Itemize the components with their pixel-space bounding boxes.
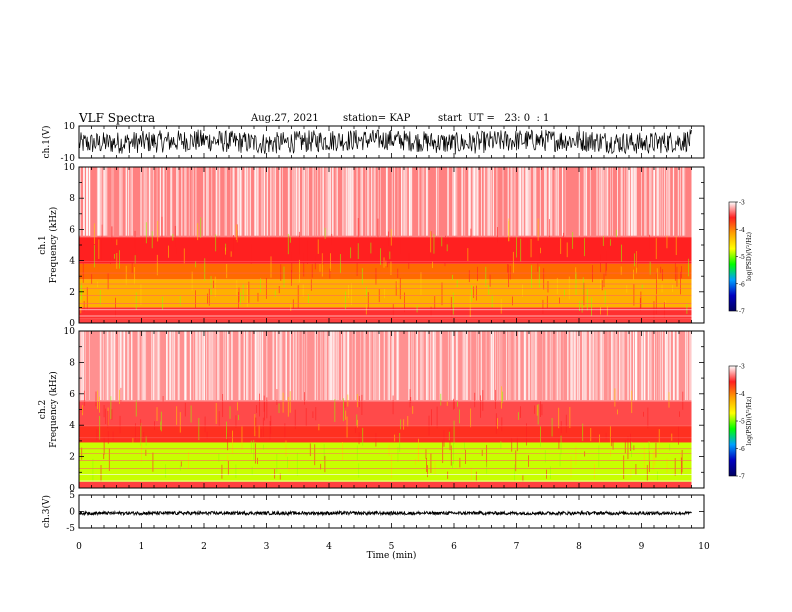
freq-band-5 bbox=[79, 167, 692, 238]
y-tick-label: -5 bbox=[66, 524, 75, 534]
colorbar-label: log(PSD)(V²/Hz) bbox=[746, 397, 753, 446]
colorbar-tick-label: -5 bbox=[739, 419, 745, 426]
y-tick-label: 0 bbox=[69, 508, 75, 518]
freq-band-1 bbox=[79, 442, 692, 482]
colorbar-tick-label: -6 bbox=[739, 281, 745, 288]
y-tick-label: 6 bbox=[69, 390, 75, 400]
colorbar-tick-label: -5 bbox=[739, 254, 745, 261]
y-tick-label: 10 bbox=[64, 163, 76, 173]
waveform-ch1-waveform bbox=[78, 129, 692, 155]
colorbar-tick-label: -3 bbox=[739, 364, 745, 371]
y-tick-label: 10 bbox=[64, 327, 76, 337]
colorbar-tick-label: -6 bbox=[739, 446, 745, 453]
x-axis-label: Time (min) bbox=[367, 550, 417, 561]
x-tick-label: 5 bbox=[389, 542, 395, 552]
x-tick-label: 8 bbox=[576, 542, 582, 552]
colorbar-label: log(PSD)(V²/Hz) bbox=[746, 232, 753, 281]
x-tick-label: 6 bbox=[451, 542, 457, 552]
freq-band-1 bbox=[79, 307, 692, 319]
waveform-ch3-waveform bbox=[78, 509, 692, 517]
y-tick-label: -10 bbox=[61, 154, 76, 164]
colorbar-tick-label: -7 bbox=[739, 474, 745, 481]
start-time-label: start UT = 23: 0 : 1 bbox=[438, 113, 550, 124]
y-axis-label-channel: ch.2 bbox=[38, 400, 48, 419]
freq-band-0 bbox=[79, 481, 692, 488]
x-tick-label: 4 bbox=[326, 542, 332, 552]
y-tick-label: 2 bbox=[69, 288, 75, 298]
y-tick-label: 4 bbox=[69, 421, 75, 431]
figure-title: VLF Spectra bbox=[79, 111, 156, 125]
x-tick-label: 0 bbox=[76, 542, 82, 552]
freq-band-4 bbox=[79, 237, 692, 264]
x-tick-label: 2 bbox=[201, 542, 207, 552]
colorbar-tick-label: -7 bbox=[739, 309, 745, 316]
colorbar-1 bbox=[728, 201, 737, 312]
y-axis-label-ch1-waveform: ch.1(V) bbox=[41, 126, 52, 159]
spectrogram-ch2-spectrogram bbox=[78, 331, 692, 488]
x-tick-label: 7 bbox=[514, 542, 520, 552]
y-tick-label: 6 bbox=[69, 225, 75, 235]
freq-band-0 bbox=[79, 318, 692, 323]
y-tick-label: 0 bbox=[69, 484, 75, 494]
spectrogram-ch1-spectrogram bbox=[79, 167, 692, 323]
colorbar-tick-label: -4 bbox=[739, 227, 745, 234]
y-axis-label-frequency: Frequency (kHz) bbox=[48, 371, 59, 448]
x-tick-label: 9 bbox=[639, 542, 645, 552]
y-tick-label: 4 bbox=[69, 257, 75, 267]
colorbar-tick-label: -3 bbox=[739, 200, 745, 207]
y-tick-label: 5 bbox=[69, 491, 75, 501]
y-tick-label: 10 bbox=[64, 122, 76, 132]
colorbar-2 bbox=[728, 365, 737, 477]
y-tick-label: 8 bbox=[69, 358, 75, 368]
y-tick-label: 2 bbox=[69, 453, 75, 463]
y-axis-label-ch3-waveform: ch.3(V) bbox=[41, 495, 52, 528]
x-tick-label: 10 bbox=[698, 542, 710, 552]
y-tick-label: 0 bbox=[69, 319, 75, 329]
colorbar-tick-label: -4 bbox=[739, 391, 745, 398]
date-label: Aug.27, 2021 bbox=[251, 113, 319, 124]
freq-band-3 bbox=[79, 401, 692, 426]
y-tick-label: 8 bbox=[69, 194, 75, 204]
x-tick-label: 3 bbox=[264, 542, 270, 552]
y-axis-label-frequency: Frequency (kHz) bbox=[48, 207, 59, 284]
freq-band-3 bbox=[79, 263, 692, 280]
station-label: station= KAP bbox=[343, 113, 411, 124]
x-tick-label: 1 bbox=[139, 542, 145, 552]
y-axis-label-channel: ch.1 bbox=[38, 235, 48, 254]
